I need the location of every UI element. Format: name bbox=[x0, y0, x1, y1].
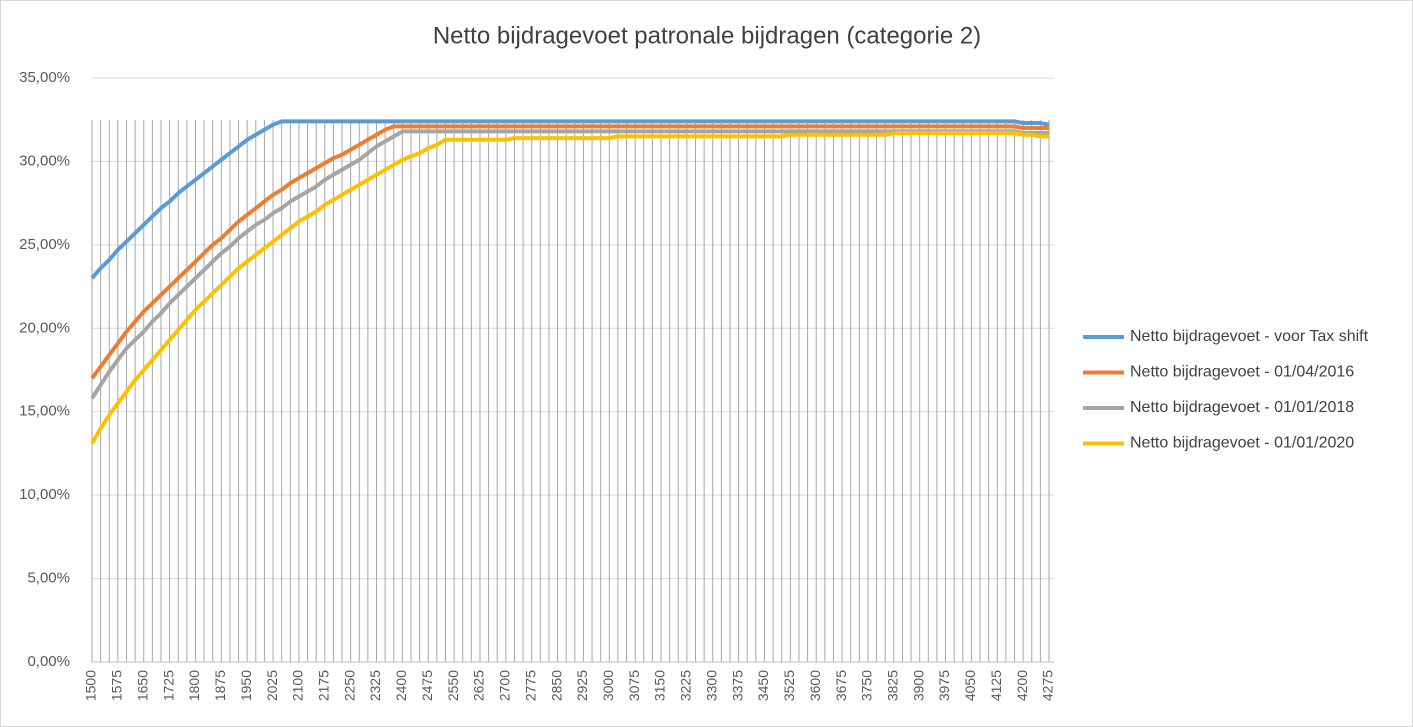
x-tick-label: 3525 bbox=[781, 670, 797, 701]
y-tick-label: 5,00% bbox=[27, 570, 70, 587]
series-line bbox=[90, 124, 1049, 380]
legend-label: Netto bijdragevoet - 01/04/2016 bbox=[1130, 364, 1354, 381]
x-tick-label: 3150 bbox=[652, 670, 668, 701]
y-tick-label: 35,00% bbox=[19, 69, 70, 86]
x-tick-label: 2550 bbox=[445, 670, 461, 701]
x-tick-label: 1575 bbox=[109, 670, 125, 701]
y-tick-label: 25,00% bbox=[19, 236, 70, 253]
y-tick-label: 15,00% bbox=[19, 403, 70, 420]
series-line bbox=[90, 131, 1049, 445]
x-tick-label: 3000 bbox=[600, 670, 616, 701]
x-tick-label: 2625 bbox=[471, 670, 487, 701]
x-tick-label: 2925 bbox=[574, 670, 590, 701]
x-tick-label: 3975 bbox=[936, 670, 952, 701]
x-tick-label: 3750 bbox=[859, 670, 875, 701]
x-tick-label: 3600 bbox=[807, 670, 823, 701]
chart-title: Netto bijdragevoet patronale bijdragen (… bbox=[433, 22, 981, 49]
x-tick-label: 3375 bbox=[729, 670, 745, 701]
x-tick-label: 1800 bbox=[186, 670, 202, 701]
x-tick-label: 1950 bbox=[238, 670, 254, 701]
x-tick-label: 2475 bbox=[419, 670, 435, 701]
x-tick-label: 3300 bbox=[703, 670, 719, 701]
x-tick-label: 3075 bbox=[626, 670, 642, 701]
x-tick-label: 3675 bbox=[833, 670, 849, 701]
legend-label: Netto bijdragevoet - voor Tax shift bbox=[1130, 328, 1369, 345]
x-tick-label: 1500 bbox=[83, 670, 99, 701]
x-tick-label: 3225 bbox=[678, 670, 694, 701]
x-tick-label: 2250 bbox=[341, 670, 357, 701]
legend-label: Netto bijdragevoet - 01/01/2018 bbox=[1130, 399, 1354, 416]
series-line bbox=[90, 119, 1050, 280]
x-tick-label: 3825 bbox=[885, 670, 901, 701]
x-tick-label: 2325 bbox=[367, 670, 383, 701]
x-tick-label: 4125 bbox=[988, 670, 1004, 701]
y-tick-label: 0,00% bbox=[27, 653, 70, 670]
x-tick-label: 3900 bbox=[910, 670, 926, 701]
x-tick-label: 3450 bbox=[755, 670, 771, 701]
x-tick-label: 4050 bbox=[962, 670, 978, 701]
x-tick-label: 2400 bbox=[393, 670, 409, 701]
series-line bbox=[90, 129, 1049, 400]
x-tick-label: 1875 bbox=[212, 670, 228, 701]
x-tick-label: 4200 bbox=[1014, 670, 1030, 701]
x-tick-label: 2025 bbox=[264, 670, 280, 701]
y-tick-label: 30,00% bbox=[19, 152, 70, 169]
y-tick-label: 10,00% bbox=[19, 486, 70, 503]
legend-label: Netto bijdragevoet - 01/01/2020 bbox=[1130, 435, 1354, 452]
x-tick-label: 1650 bbox=[134, 670, 150, 701]
x-tick-label: 2775 bbox=[522, 670, 538, 701]
x-tick-label: 2175 bbox=[315, 670, 331, 701]
x-tick-label: 2700 bbox=[497, 670, 513, 701]
y-tick-label: 20,00% bbox=[19, 319, 70, 336]
x-tick-label: 1725 bbox=[160, 670, 176, 701]
x-tick-label: 2850 bbox=[548, 670, 564, 701]
x-tick-label: 2100 bbox=[290, 670, 306, 701]
x-tick-label: 4275 bbox=[1040, 670, 1056, 701]
